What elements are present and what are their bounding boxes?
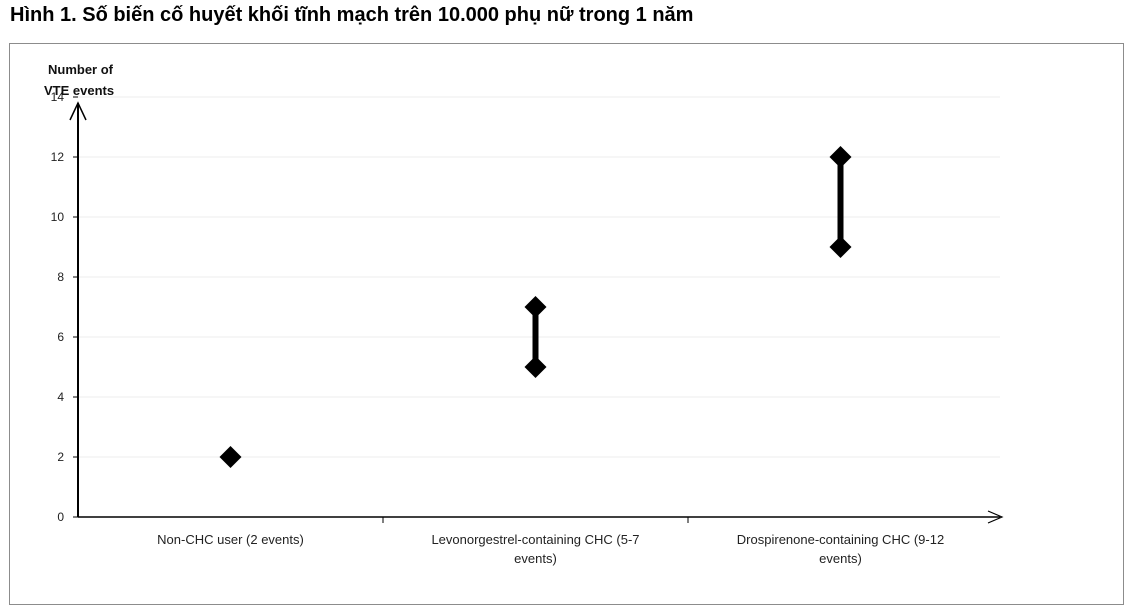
category-label-line: events) <box>514 551 557 566</box>
y-tick-label: 0 <box>57 510 64 524</box>
category-label-line: Non-CHC user (2 events) <box>157 532 304 547</box>
range-bars <box>219 146 852 468</box>
range-series-1 <box>524 296 547 378</box>
category-label: Drospirenone-containing CHC (9-12 events) <box>737 532 944 566</box>
y-ticks: 0 2 4 6 8 10 12 14 <box>51 90 78 524</box>
range-series-2 <box>829 146 852 258</box>
diamond-marker <box>829 236 852 258</box>
category-label-line: Drospirenone-containing CHC (9-12 <box>737 532 944 547</box>
diamond-marker <box>524 356 547 378</box>
range-series-0 <box>219 446 242 468</box>
x-axis-arrow-icon <box>987 510 1004 524</box>
y-tick-label: 8 <box>57 270 64 284</box>
category-label: Non-CHC user (2 events) <box>157 532 304 547</box>
category-label: Levonorgestrel-containing CHC (5-7 events… <box>431 532 639 566</box>
category-label-line: Levonorgestrel-containing CHC (5-7 <box>431 532 639 547</box>
x-ticks <box>382 517 689 523</box>
y-axis-label-line-2: VTE events <box>44 83 114 98</box>
y-tick-label: 2 <box>57 450 64 464</box>
y-tick-label: 6 <box>57 330 64 344</box>
chart-frame <box>9 43 1124 605</box>
y-axis-arrow-icon <box>69 101 87 121</box>
y-tick-label: 4 <box>57 390 64 404</box>
diamond-marker <box>829 146 852 168</box>
diamond-marker <box>219 446 242 468</box>
diamond-marker <box>524 296 547 318</box>
y-tick-label: 14 <box>51 90 65 104</box>
y-tick-label: 12 <box>51 150 65 164</box>
axes <box>69 101 1004 524</box>
y-tick-label: 10 <box>51 210 65 224</box>
category-label-line: events) <box>819 551 862 566</box>
y-axis-label-line-1: Number of <box>48 62 114 77</box>
figure-title: Hình 1. Số biến cố huyết khối tĩnh mạch … <box>10 4 694 26</box>
category-labels: Non-CHC user (2 events) Levonorgestrel-co… <box>157 532 944 566</box>
gridlines <box>78 96 1000 458</box>
